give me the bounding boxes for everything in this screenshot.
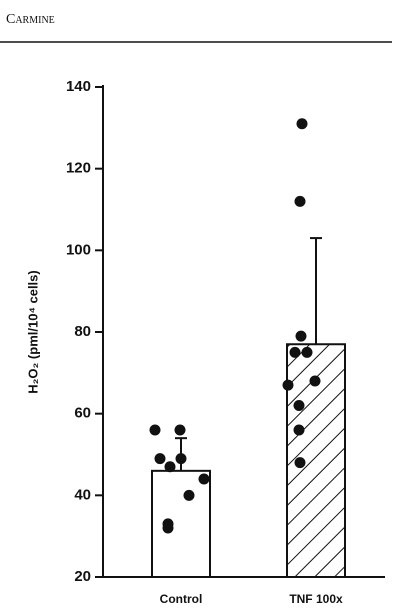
data-point	[162, 522, 174, 534]
bar	[151, 469, 211, 579]
data-point	[164, 461, 176, 473]
y-tick-label: 140	[66, 78, 91, 95]
data-point	[174, 424, 186, 436]
data-point	[309, 375, 321, 387]
x-tick-label: TNF 100x	[289, 592, 343, 606]
y-tick-label: 20	[74, 568, 91, 585]
data-point	[154, 453, 166, 465]
data-point	[183, 489, 195, 501]
data-point	[294, 457, 306, 469]
data-point	[293, 400, 305, 411]
data-point	[294, 195, 306, 207]
data-point	[149, 424, 161, 436]
data-point	[296, 118, 308, 130]
data-point	[295, 330, 307, 342]
x-tick-label: Control	[160, 592, 203, 606]
running-header: Carmine	[6, 12, 55, 27]
data-point	[282, 379, 294, 391]
data-point	[289, 346, 301, 358]
y-axis-label: H₂O₂ (pml/10⁴ cells)	[25, 270, 40, 393]
y-tick-label: 60	[74, 405, 91, 422]
data-point	[301, 346, 313, 358]
data-point	[198, 473, 210, 485]
y-tick-label: 120	[66, 160, 91, 177]
y-tick-label: 80	[74, 323, 91, 340]
y-tick-label: 100	[66, 241, 91, 258]
data-point	[293, 424, 305, 436]
data-point	[175, 453, 187, 465]
y-tick-label: 40	[74, 486, 91, 503]
